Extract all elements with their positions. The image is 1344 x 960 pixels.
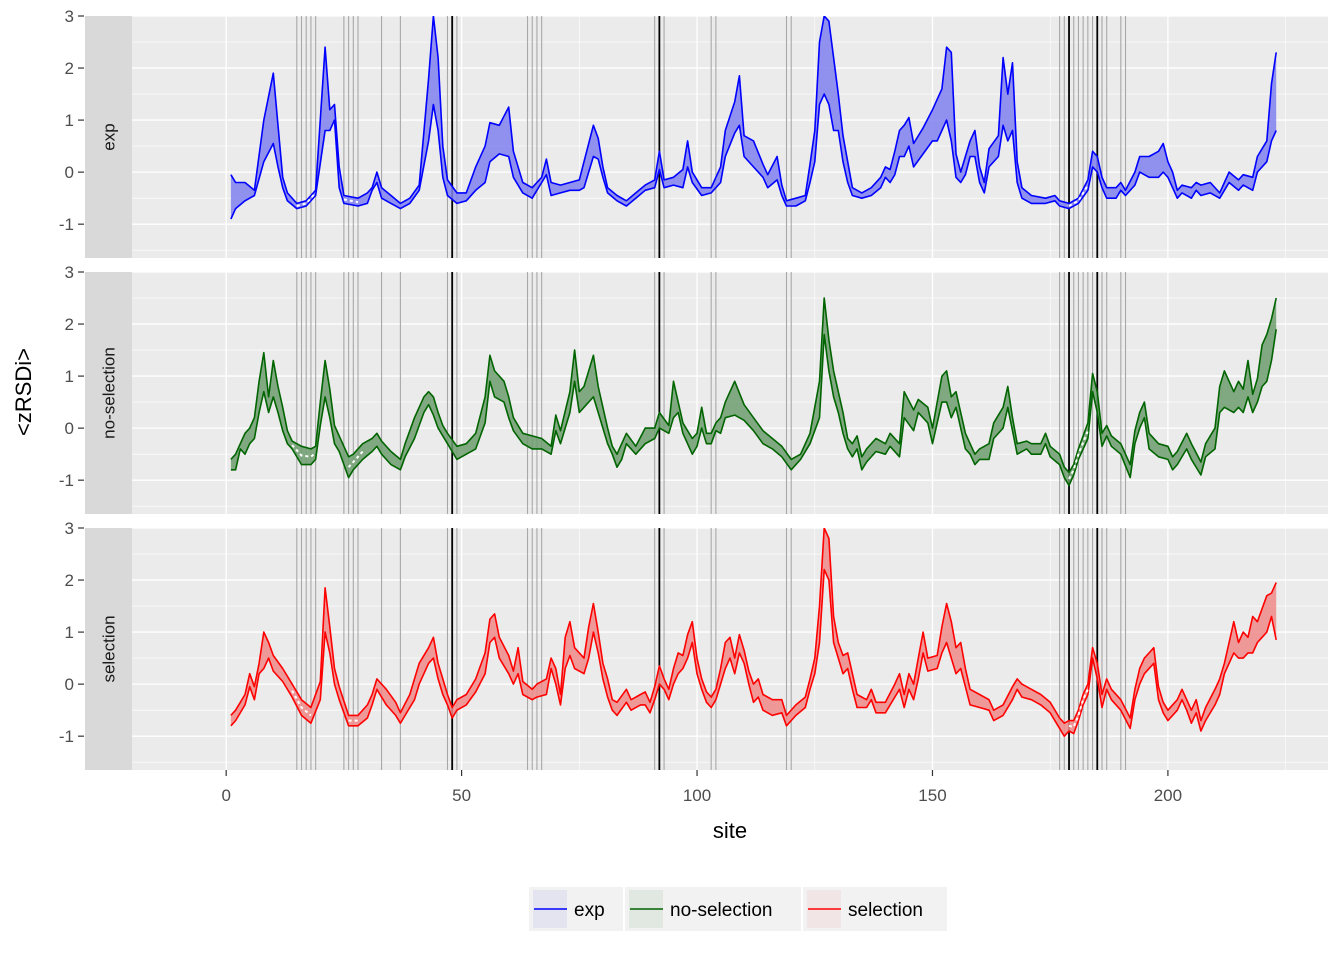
upper-bound-line-no-selection (230, 297, 1277, 474)
strip-label: selection (100, 615, 119, 682)
dashed-segment (1068, 430, 1089, 480)
panel-no-selection (108, 271, 1328, 514)
dashed-segment (347, 450, 364, 468)
strip-label: exp (100, 123, 119, 150)
dashed-segment (343, 198, 359, 204)
legend-item-no-selection: no-selection (625, 887, 801, 931)
x-tick-label: 150 (918, 786, 946, 805)
x-tick-label: 200 (1154, 786, 1182, 805)
y-tick-label: -1 (59, 471, 74, 490)
strip-selection (85, 528, 132, 770)
y-tick-label: 2 (65, 59, 74, 78)
series-no-selection (230, 297, 1277, 487)
legend-item-selection: selection (803, 887, 947, 931)
legend: exp no-selection selection (529, 887, 947, 931)
upper-bound-line-selection (230, 528, 1277, 724)
strip-no-selection (85, 272, 132, 514)
panel-selection (108, 527, 1328, 770)
x-tick-label: 0 (221, 786, 230, 805)
strip-exp (85, 16, 132, 258)
dashed-segment (1068, 688, 1089, 729)
dashed-segment (291, 444, 317, 458)
strip-label: no-selection (100, 347, 119, 439)
facet-strips: exp no-selection selection (85, 16, 132, 770)
lower-bound-line-no-selection (230, 329, 1277, 487)
dashed-segment (296, 192, 317, 207)
y-tick-label: -1 (59, 727, 74, 746)
y-tick-label: -1 (59, 215, 74, 234)
ribbon-fill-exp (230, 16, 1277, 219)
x-tick-label: 50 (452, 786, 471, 805)
y-tick-label: 0 (65, 163, 74, 182)
upper-bound-line-exp (230, 16, 1277, 205)
legend-label: exp (574, 900, 605, 921)
series-selection (230, 528, 1277, 737)
lower-bound-line-exp (230, 93, 1277, 220)
y-tick-label: 1 (65, 367, 74, 386)
y-tick-label: 1 (65, 623, 74, 642)
x-tick-label: 100 (683, 786, 711, 805)
x-axis-ticks: 0 50 100 150 200 (221, 770, 1182, 805)
legend-item-exp: exp (529, 887, 623, 931)
y-tick-label: 1 (65, 111, 74, 130)
y-tick-label: 3 (65, 7, 74, 26)
legend-label: selection (848, 900, 923, 921)
x-axis-title: site (713, 818, 747, 843)
panel-exp (108, 15, 1328, 258)
facet-panels (108, 15, 1328, 770)
series-exp (230, 16, 1277, 220)
y-axis-ticks: -1 0 1 2 3 -1 0 1 2 3 -1 0 1 2 3 (59, 7, 84, 746)
dashed-segment (291, 690, 312, 717)
lower-bound-line-selection (230, 568, 1277, 737)
legend-label: no-selection (670, 900, 772, 921)
y-tick-label: 2 (65, 315, 74, 334)
y-tick-label: 0 (65, 419, 74, 438)
y-tick-label: 2 (65, 571, 74, 590)
y-tick-label: 0 (65, 675, 74, 694)
y-tick-label: 3 (65, 263, 74, 282)
y-tick-label: 3 (65, 519, 74, 538)
y-axis-title: <zRSDi> (11, 348, 36, 436)
